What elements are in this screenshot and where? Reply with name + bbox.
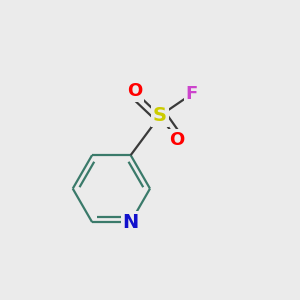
Text: O: O: [169, 131, 185, 149]
Text: N: N: [123, 213, 139, 232]
Text: S: S: [153, 106, 167, 125]
Text: F: F: [185, 85, 198, 103]
Text: O: O: [127, 82, 142, 100]
